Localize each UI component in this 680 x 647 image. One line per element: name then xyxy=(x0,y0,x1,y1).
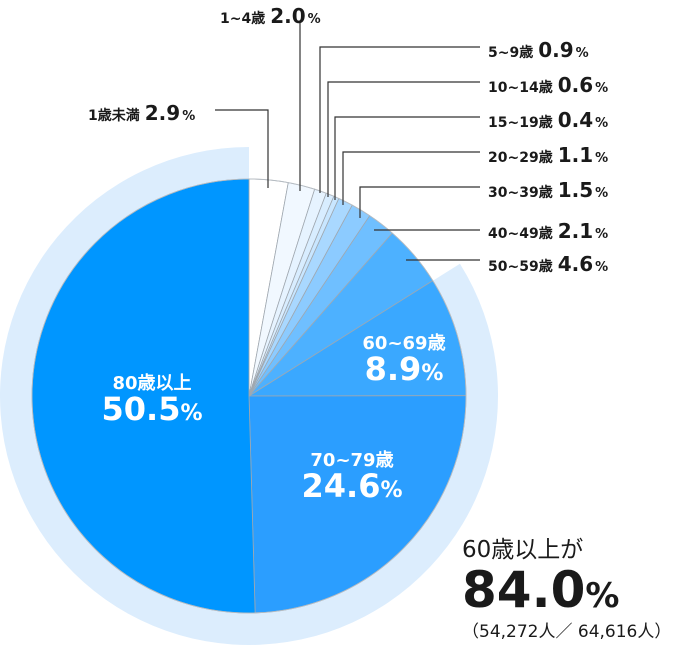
summary-number: 84.0 xyxy=(462,561,586,619)
slice-label-11: 80歳以上 50.5% xyxy=(101,373,203,428)
slice-label-9: 60~69歳 8.9% xyxy=(362,333,446,388)
slice-label-5: 20~29歳 1.1% xyxy=(488,145,608,165)
slice-label-10: 70~79歳 24.6% xyxy=(301,450,403,505)
category-label: 50~59歳 xyxy=(488,259,553,275)
slice-label-3: 10~14歳 0.6% xyxy=(488,75,608,95)
category-label: 1歳未満 xyxy=(88,108,140,124)
summary-unit: % xyxy=(585,576,620,616)
value-label: 2.1 xyxy=(557,219,594,243)
slice-label-8: 50~59歳 4.6% xyxy=(488,254,608,274)
category-label: 80歳以上 xyxy=(112,373,192,394)
slice-label-4: 15~19歳 0.4% xyxy=(488,110,608,130)
value-label: 2.9 xyxy=(144,101,181,125)
category-label: 10~14歳 xyxy=(488,80,553,96)
category-label: 20~29歳 xyxy=(488,150,553,166)
unit-label: % xyxy=(421,361,444,386)
leader-line-6 xyxy=(359,186,480,218)
slice-label-6: 30~39歳 1.5% xyxy=(488,180,608,200)
summary-title: 60歳以上が xyxy=(462,537,584,563)
unit-label: % xyxy=(575,46,589,61)
value-label: 0.4 xyxy=(557,108,594,132)
value-label: 0.9 xyxy=(538,38,574,62)
leader-line-5 xyxy=(342,151,480,205)
slice-label-7: 40~49歳 2.1% xyxy=(488,221,608,241)
unit-label: % xyxy=(595,151,609,166)
unit-label: % xyxy=(595,186,609,201)
category-label: 5~9歳 xyxy=(488,45,534,61)
summary-value: 84.0% xyxy=(462,564,671,617)
pie-outline xyxy=(31,178,467,614)
slice-label-1: 1~4歳 2.0% xyxy=(220,6,321,26)
value-label: 2.0 xyxy=(270,4,306,28)
category-label: 60~69歳 xyxy=(362,333,446,354)
category-label: 40~49歳 xyxy=(488,226,553,242)
category-label: 30~39歳 xyxy=(488,185,553,201)
value-label: 1.5 xyxy=(557,178,594,202)
category-label: 1~4歳 xyxy=(220,11,266,27)
unit-label: % xyxy=(180,401,203,426)
value-label: 24.6 xyxy=(301,467,381,505)
category-label: 70~79歳 xyxy=(310,450,394,471)
unit-label: % xyxy=(595,116,609,131)
slice-label-0: 1歳未満 2.9% xyxy=(88,103,195,123)
leader-line-2 xyxy=(319,46,480,193)
slice-label-2: 5~9歳 0.9% xyxy=(488,40,589,60)
leader-line-0 xyxy=(215,109,269,188)
unit-label: % xyxy=(380,478,403,503)
leader-line-3 xyxy=(327,81,480,197)
value-label: 4.6 xyxy=(557,252,594,276)
unit-label: % xyxy=(307,12,321,27)
unit-label: % xyxy=(182,109,196,124)
value-label: 0.6 xyxy=(557,73,594,97)
leader-line-4 xyxy=(334,116,480,200)
unit-label: % xyxy=(595,227,609,242)
unit-label: % xyxy=(595,260,609,275)
unit-label: % xyxy=(595,81,609,96)
category-label: 15~19歳 xyxy=(488,115,553,131)
value-label: 50.5 xyxy=(101,390,181,428)
summary-counts: （54,272人／ 64,616人） xyxy=(462,621,672,642)
value-label: 8.9 xyxy=(364,350,422,388)
summary: 60歳以上が 84.0% （54,272人／ 64,616人） xyxy=(462,530,671,642)
value-label: 1.1 xyxy=(557,143,594,167)
